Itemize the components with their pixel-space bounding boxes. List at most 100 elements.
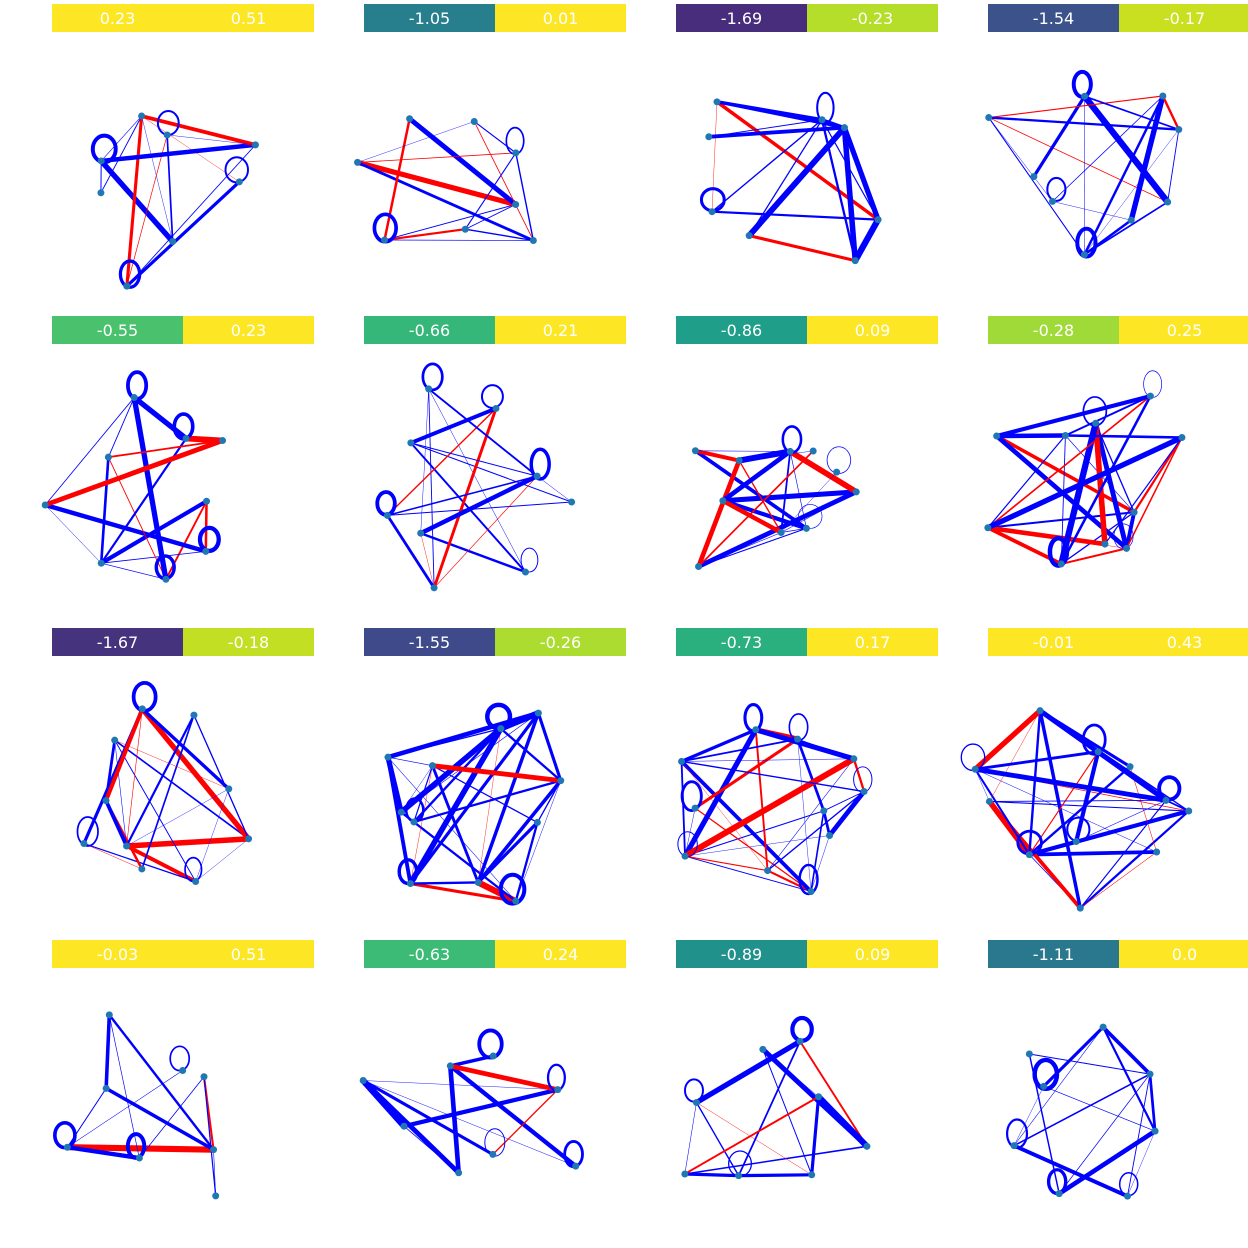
graph-node [492, 404, 500, 412]
graph-edge [1102, 1026, 1157, 1132]
network-panel: -0.01 0.43 [936, 618, 1248, 930]
graph-edge [126, 788, 229, 847]
graph-edge [500, 727, 562, 782]
network-panel: -0.55 0.23 [0, 306, 314, 618]
graph-edge [420, 388, 429, 534]
graph-node [245, 835, 253, 843]
graph-edge [432, 407, 498, 589]
graph-edge [428, 388, 435, 588]
graph-edge [986, 435, 1184, 531]
graph-edge [1127, 1131, 1156, 1197]
graph-node [1127, 216, 1135, 224]
graph-edge [1013, 1086, 1044, 1146]
graph-edge [408, 727, 504, 885]
graph-node [1010, 1142, 1018, 1150]
graph-edge [841, 126, 881, 221]
self-loop [790, 1015, 814, 1043]
graph-edge [104, 708, 145, 802]
self-loop [126, 370, 149, 401]
min-value-label: -0.03 [52, 940, 183, 968]
network-graph [90, 110, 259, 290]
graph-node [1057, 560, 1065, 568]
graph-edge [410, 442, 538, 477]
graph-node [354, 158, 362, 166]
graph-edge [99, 159, 175, 244]
graph-edge [680, 760, 813, 893]
graph-edge [363, 1080, 558, 1090]
value-colorbar: -0.28 0.25 [988, 316, 1248, 344]
graph-node [1055, 1190, 1063, 1198]
graph-node [1092, 419, 1100, 427]
graph-edge [126, 144, 256, 287]
self-loop [798, 863, 819, 896]
self-loop [680, 780, 703, 813]
graph-edge [1093, 422, 1129, 549]
graph-edge [684, 1145, 868, 1175]
graph-edge [45, 504, 102, 564]
graph-node [512, 200, 520, 208]
graph-node [512, 897, 520, 905]
graph-node [815, 1093, 823, 1101]
graph-edge [185, 435, 223, 444]
graph-edge [708, 125, 845, 139]
graph-node [135, 1154, 143, 1162]
graph-edge [473, 121, 534, 241]
graph-node [572, 1162, 580, 1170]
graph-node [130, 393, 138, 401]
graph-edge [841, 127, 858, 261]
graph-edge [746, 125, 847, 238]
graph-node [210, 1146, 218, 1154]
graph-edge [1084, 129, 1179, 255]
graph-edge [1061, 547, 1127, 565]
graph-edge [193, 714, 250, 840]
network-panel: -1.11 0.0 [936, 930, 1248, 1242]
graph-edge [1083, 95, 1164, 256]
graph-node [1030, 173, 1038, 181]
graph-edge [403, 1087, 559, 1129]
graph-node [97, 157, 105, 165]
graph-node [169, 238, 177, 246]
graph-edge [104, 739, 117, 801]
value-colorbar: -1.11 0.0 [988, 940, 1248, 968]
value-colorbar: 0.23 0.51 [52, 4, 314, 32]
graph-node [1040, 1082, 1048, 1090]
graph-edge [789, 451, 807, 529]
graph-edge [360, 1078, 407, 1129]
network-graph [1005, 1023, 1159, 1200]
graph-node [777, 529, 785, 537]
graph-edge [357, 152, 516, 163]
graph-edge [140, 707, 251, 841]
self-loop [743, 703, 764, 733]
graph-edge [748, 119, 823, 236]
graph-node [1146, 392, 1154, 400]
graph-node [182, 434, 190, 442]
max-value-label: 0.23 [183, 316, 314, 344]
graph-edge [114, 740, 127, 847]
graph-edge [1052, 95, 1164, 202]
graph-edge [67, 1145, 140, 1161]
graph-node [97, 559, 105, 567]
graph-edge [1060, 395, 1152, 565]
graph-node [1072, 837, 1080, 845]
graph-node [745, 232, 753, 240]
self-loop [816, 91, 835, 124]
self-loop [498, 872, 527, 906]
graph-edge [810, 1096, 821, 1175]
graph-edge [1083, 219, 1132, 256]
graph-edge [695, 1102, 740, 1176]
self-loop [529, 447, 551, 481]
graph-node [384, 753, 392, 761]
network-graph [359, 1028, 584, 1177]
graph-node [1123, 544, 1131, 552]
graph-edge [1082, 94, 1171, 205]
min-value-label: -0.89 [676, 940, 807, 968]
graph-edge [1058, 1073, 1151, 1194]
graph-edge [433, 475, 538, 589]
self-loop [480, 384, 504, 409]
graph-edge [755, 727, 855, 762]
graph-node [225, 785, 233, 793]
graph-node [786, 447, 794, 455]
graph-edge [711, 101, 718, 212]
graph-node [179, 1066, 187, 1074]
graph-node [1146, 1070, 1154, 1078]
